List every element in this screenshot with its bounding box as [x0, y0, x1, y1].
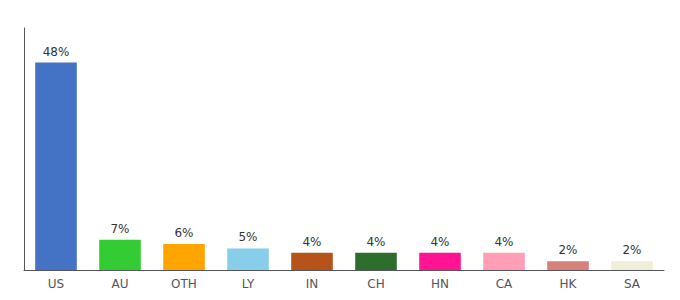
svg-text:7%: 7%	[110, 222, 129, 236]
svg-text:CH: CH	[367, 277, 384, 291]
svg-text:HK: HK	[560, 277, 578, 291]
svg-text:4%: 4%	[366, 235, 385, 249]
svg-text:IN: IN	[306, 277, 319, 291]
svg-text:2%: 2%	[558, 243, 577, 257]
svg-text:4%: 4%	[494, 235, 513, 249]
svg-text:US: US	[48, 277, 64, 291]
svg-text:OTH: OTH	[171, 277, 197, 291]
svg-text:SA: SA	[624, 277, 641, 291]
svg-text:LY: LY	[242, 277, 255, 291]
svg-text:AU: AU	[112, 277, 129, 291]
svg-text:4%: 4%	[302, 235, 321, 249]
svg-text:4%: 4%	[430, 235, 449, 249]
svg-text:2%: 2%	[622, 243, 641, 257]
svg-text:48%: 48%	[43, 45, 70, 59]
svg-text:5%: 5%	[238, 230, 257, 244]
svg-text:CA: CA	[496, 277, 513, 291]
svg-text:HN: HN	[431, 277, 449, 291]
svg-text:6%: 6%	[174, 226, 193, 240]
